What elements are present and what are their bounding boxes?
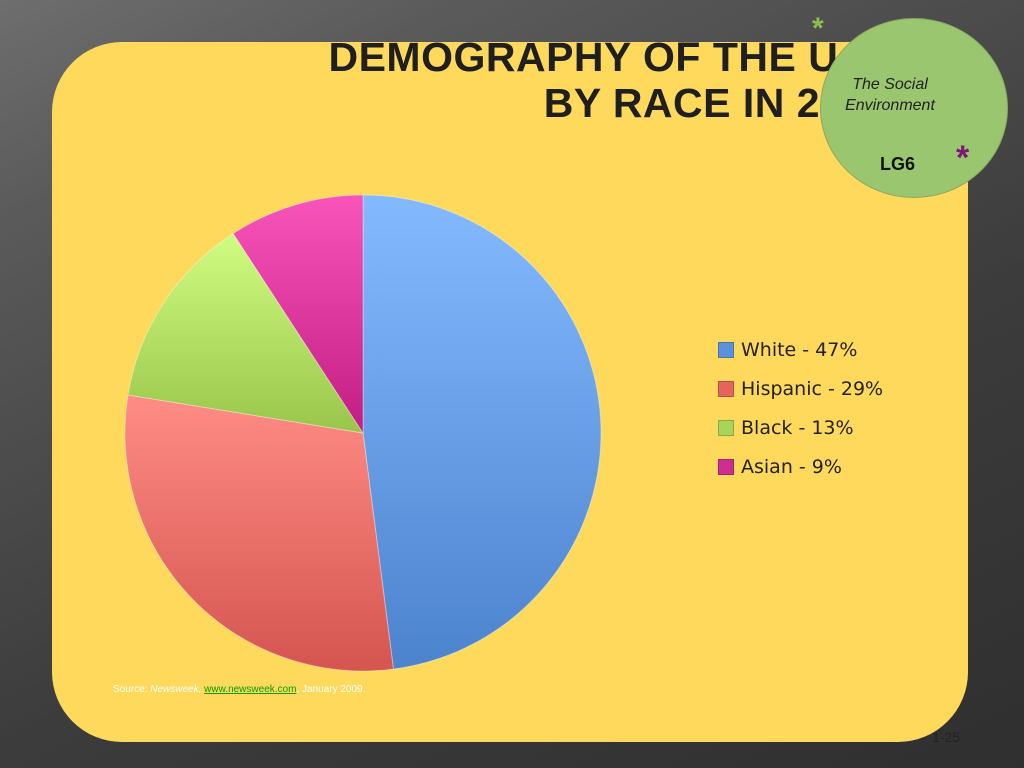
legend-label: Asian - 9%	[741, 455, 842, 478]
source-publication: Newsweek,	[150, 684, 202, 695]
pie-slice-hispanic	[124, 394, 394, 672]
page-number: 1-25	[932, 729, 961, 745]
badge-text-line-1: The Social	[852, 76, 928, 93]
badge-text: The Social Environment	[820, 74, 960, 116]
legend-item: Black - 13%	[718, 408, 883, 447]
badge-text-line-2: Environment	[845, 97, 935, 114]
legend-swatch	[718, 380, 734, 397]
legend-swatch	[718, 341, 734, 358]
star-icon: *	[812, 12, 824, 45]
legend-label: White - 47%	[741, 338, 858, 361]
source-prefix: Source:	[113, 684, 151, 695]
legend-label: Hispanic - 29%	[741, 377, 884, 400]
pie-slice-white	[362, 194, 602, 670]
legend-item: White - 47%	[718, 330, 883, 369]
star-icon: *	[956, 139, 970, 177]
badge-label: LG6	[880, 154, 916, 174]
source-link[interactable]: www.newsweek.com	[204, 684, 297, 695]
source-date: , January 2009.	[296, 684, 366, 695]
chart-legend: White - 47% Hispanic - 29% Black - 13% Asia…	[718, 330, 883, 486]
title-line-2: BY RACE IN 2050	[543, 80, 890, 126]
learning-goal-badge	[820, 18, 1008, 198]
source-citation: Source: Newsweek, www.newsweek.com, Janu…	[113, 684, 365, 695]
legend-swatch	[718, 458, 734, 475]
legend-item: Asian - 9%	[718, 447, 883, 486]
legend-item: Hispanic - 29%	[718, 369, 883, 408]
slide-title: DEMOGRAPHY OF THE U.S. BY RACE IN 2050	[220, 34, 890, 126]
title-line-1: DEMOGRAPHY OF THE U.S.	[328, 34, 890, 80]
pie-slice-asian	[232, 194, 364, 435]
pie-chart	[124, 194, 602, 672]
legend-swatch	[718, 419, 734, 436]
legend-label: Black - 13%	[741, 416, 854, 439]
pie-slice-black	[127, 232, 365, 434]
